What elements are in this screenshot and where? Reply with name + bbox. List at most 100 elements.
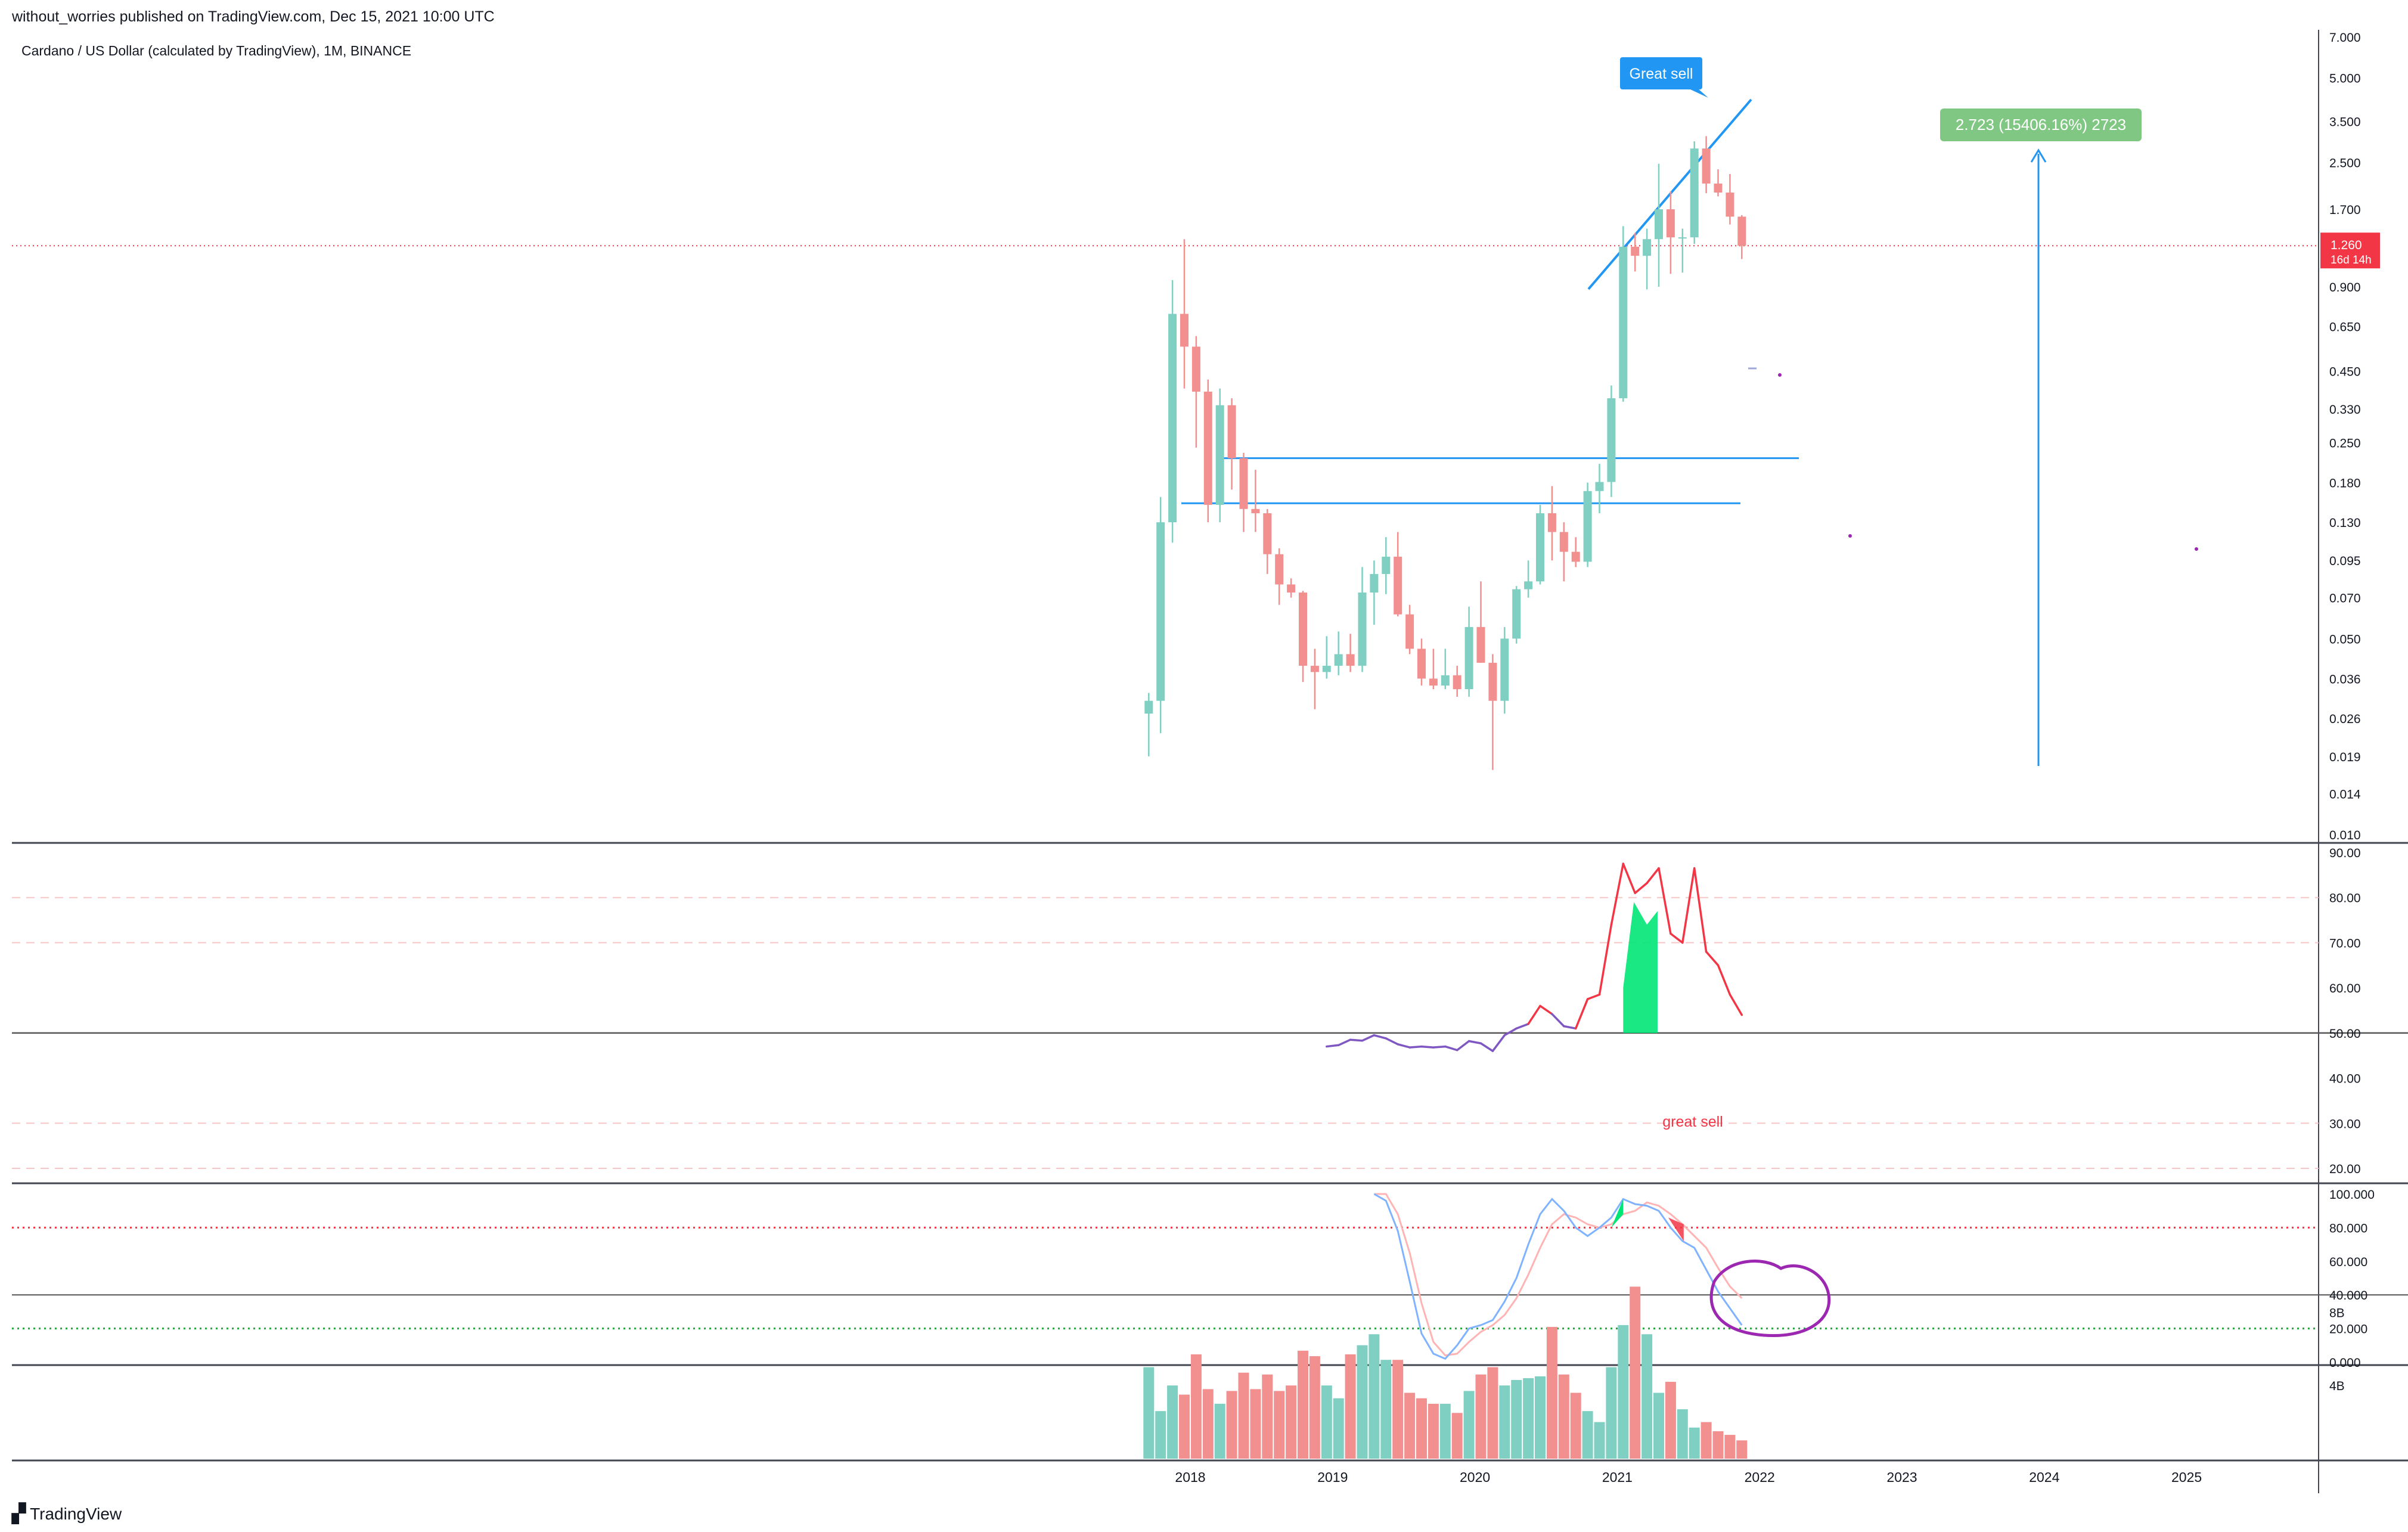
volume-bar (1653, 1393, 1664, 1459)
volume-bar (1451, 1413, 1463, 1459)
candle-body (1678, 237, 1687, 239)
stoch-bear-cross-fill (1668, 1217, 1684, 1241)
price-tick-label: 0.180 (2329, 477, 2361, 491)
stoch-rsi-pane (12, 1193, 2408, 1360)
candle (1382, 537, 1391, 594)
candle-body (1263, 513, 1272, 554)
rsi-line-segment (1563, 1025, 1577, 1030)
symbol-title: Cardano / US Dollar (calculated by Tradi… (21, 43, 412, 58)
rsi-tick-label: 90.00 (2329, 846, 2361, 860)
candle-body (1358, 592, 1367, 666)
volume-bar (1155, 1411, 1166, 1459)
candle (1227, 398, 1236, 490)
time-tick-label: 2022 (1745, 1469, 1775, 1485)
rsi-line-segment (1420, 1045, 1435, 1049)
volume-bar (1416, 1398, 1427, 1459)
candle (1678, 228, 1687, 273)
candle-body (1714, 183, 1723, 193)
rsi-line-segment (1705, 950, 1720, 967)
volume-bar (1689, 1427, 1700, 1459)
candle-body (1547, 513, 1556, 532)
candle-body (1690, 148, 1699, 238)
price-tick-label: 0.070 (2329, 592, 2361, 606)
stoch-tick-label: 60.000 (2329, 1255, 2367, 1269)
volume-bar (1511, 1379, 1522, 1459)
volume-bar (1238, 1372, 1249, 1459)
rsi-line-segment (1408, 1045, 1423, 1049)
candle (1583, 482, 1592, 567)
candle (1607, 385, 1616, 497)
candle (1524, 560, 1533, 598)
candle (1299, 591, 1307, 683)
candle (1631, 232, 1640, 272)
volume-bar (1618, 1325, 1629, 1459)
brand-name: TradingView (30, 1504, 122, 1523)
rsi-line-segment (1479, 1042, 1494, 1052)
rsi-line-segment (1670, 932, 1684, 944)
volume-bar (1606, 1367, 1617, 1459)
measure-arrow-head (2030, 148, 2047, 163)
last-price-value: 1.260 (2331, 238, 2362, 252)
candle-body (1417, 649, 1426, 679)
volume-bar (1369, 1334, 1380, 1459)
stoch-tick-label: 100.000 (2329, 1188, 2375, 1202)
rsi-line-segment (1385, 1037, 1399, 1046)
price-tick-label: 0.900 (2329, 281, 2361, 294)
price-tick-label: 1.700 (2329, 203, 2361, 217)
volume-bar (1333, 1398, 1344, 1459)
candle-body (1453, 675, 1461, 690)
candle-body (1334, 654, 1343, 666)
great-sell-callout-pointer (1690, 88, 1708, 98)
candle (1191, 336, 1200, 448)
rsi-line-segment (1681, 867, 1696, 944)
candle (1417, 638, 1426, 686)
time-tick-label: 2025 (2171, 1469, 2202, 1485)
stoch-tick-label: 0.000 (2329, 1356, 2361, 1370)
last-price-tag-box (2320, 232, 2380, 269)
rsi-line-segment (1373, 1034, 1388, 1040)
volume-bar (1274, 1391, 1285, 1459)
published-header: without_worries published on TradingView… (12, 8, 495, 25)
rsi-tick-label: 50.00 (2329, 1027, 2361, 1041)
candle-body (1476, 627, 1485, 663)
last-price-countdown: 16d 14h (2331, 254, 2372, 266)
candle-body (1571, 551, 1580, 562)
candle-body (1643, 239, 1652, 256)
price-tick-label: 0.019 (2329, 751, 2361, 764)
volume-bar (1641, 1334, 1653, 1459)
rsi-line-segment (1574, 998, 1589, 1030)
price-tick-label: 0.014 (2329, 787, 2361, 801)
rsi-line-segment (1432, 1045, 1447, 1049)
candle-body (1144, 700, 1153, 714)
volume-bar (1428, 1403, 1439, 1459)
candle-body (1156, 522, 1165, 701)
candle (1275, 548, 1284, 605)
candle-body (1191, 346, 1200, 392)
price-tick-label: 0.130 (2329, 516, 2361, 530)
rsi-line-segment (1598, 923, 1613, 996)
volume-bar (1724, 1435, 1736, 1459)
candle (1488, 654, 1497, 770)
candle-body (1524, 581, 1533, 590)
great-sell-rsi-label: great sell (1662, 1114, 1723, 1130)
candle (1666, 191, 1675, 274)
volume-bar (1439, 1403, 1451, 1459)
rsi-tick-label: 80.00 (2329, 892, 2361, 905)
candle (1358, 567, 1367, 672)
stoch-bull-cross-fill (1611, 1199, 1624, 1228)
time-tick-label: 2020 (1460, 1469, 1490, 1485)
measure-label: 2.723 (15406.16%) 2723 (1940, 108, 2142, 141)
rsi-tick-label: 70.00 (2329, 936, 2361, 950)
volume-bar (1582, 1411, 1593, 1459)
candle-body (1322, 665, 1331, 672)
candle-body (1619, 246, 1628, 399)
candle (1310, 649, 1319, 709)
candle (1370, 560, 1379, 625)
candle-body (1536, 513, 1544, 582)
candle-body (1310, 665, 1319, 672)
candle-body (1512, 589, 1521, 639)
rsi-tick-label: 30.00 (2329, 1117, 2361, 1131)
tradingview-brand[interactable]: ▞ TradingView (12, 1503, 122, 1524)
candle-body (1666, 209, 1675, 238)
